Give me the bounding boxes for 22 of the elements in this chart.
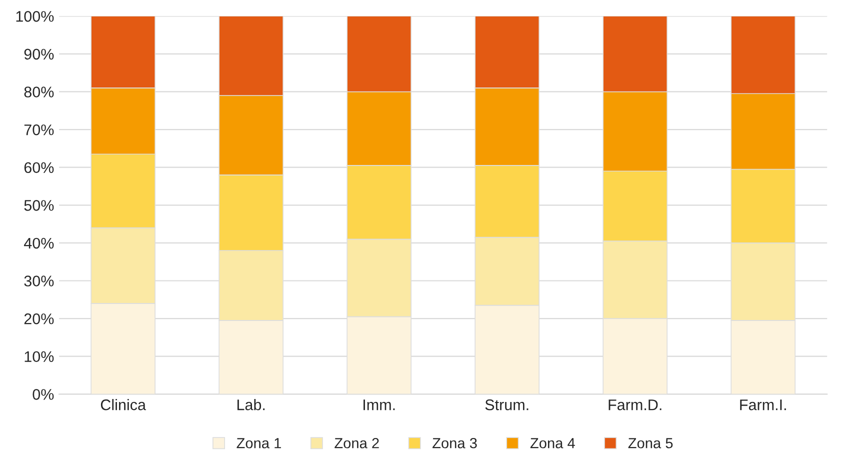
y-tick-label: 100% — [16, 11, 54, 22]
x-tick-label: Clinica — [100, 399, 146, 410]
y-tick-label: 80% — [24, 86, 54, 98]
legend-label: Zona 1 — [236, 438, 281, 448]
x-tick-label: Imm. — [364, 400, 395, 410]
legend-label: Zona 4 — [530, 438, 575, 448]
y-tick-label: 20% — [24, 313, 54, 324]
legend-label: Zona 5 — [628, 438, 673, 448]
y-tick-label: 10% — [24, 351, 54, 362]
y-tick-label: 30% — [24, 276, 54, 286]
x-tick-label: Strum. — [485, 399, 528, 410]
legend-label: Zona 2 — [334, 438, 379, 448]
x-tick-label: Farm.I. — [740, 400, 786, 410]
y-tick-label: 60% — [24, 162, 54, 174]
x-tick-label: Lab. — [237, 399, 265, 410]
y-tick-label: 0% — [32, 389, 54, 400]
x-tick-label: Farm.D. — [608, 400, 662, 410]
y-tick-label: 50% — [24, 200, 54, 211]
y-tick-label: 40% — [24, 238, 54, 249]
legend-label: Zona 3 — [432, 438, 477, 448]
y-tick-label: 70% — [24, 124, 54, 136]
y-tick-label: 90% — [24, 48, 54, 60]
